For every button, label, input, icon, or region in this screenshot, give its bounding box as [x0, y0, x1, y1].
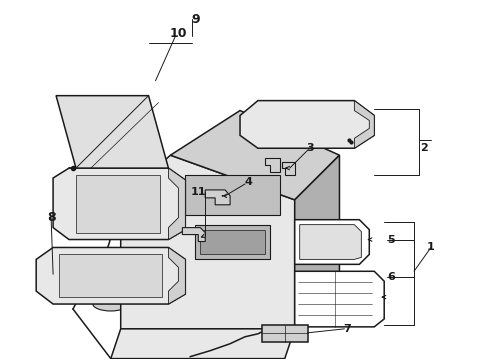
Polygon shape	[300, 225, 361, 260]
Text: 5: 5	[388, 234, 395, 244]
Polygon shape	[169, 247, 185, 304]
Polygon shape	[240, 100, 374, 148]
Polygon shape	[200, 230, 265, 255]
Polygon shape	[169, 168, 185, 239]
Text: 8: 8	[47, 211, 55, 224]
Polygon shape	[294, 271, 384, 327]
Text: 3: 3	[306, 143, 314, 153]
Text: 1: 1	[427, 243, 435, 252]
Polygon shape	[76, 175, 161, 233]
Polygon shape	[262, 325, 308, 342]
Polygon shape	[59, 255, 163, 297]
Text: 4: 4	[244, 177, 252, 187]
Circle shape	[180, 352, 190, 360]
Text: 9: 9	[191, 13, 199, 26]
Polygon shape	[294, 155, 340, 329]
Text: 7: 7	[343, 324, 351, 334]
Ellipse shape	[93, 297, 129, 311]
Polygon shape	[185, 175, 280, 215]
Polygon shape	[53, 168, 185, 239]
Text: 2: 2	[420, 143, 428, 153]
Polygon shape	[294, 220, 369, 264]
Polygon shape	[196, 225, 270, 260]
Text: 11: 11	[191, 187, 206, 197]
Polygon shape	[111, 329, 294, 359]
Polygon shape	[121, 155, 294, 329]
Polygon shape	[205, 190, 230, 205]
Text: 10: 10	[170, 27, 187, 40]
Polygon shape	[56, 96, 169, 168]
Text: 6: 6	[387, 272, 395, 282]
Polygon shape	[36, 247, 185, 304]
Polygon shape	[354, 100, 374, 148]
Polygon shape	[265, 158, 280, 172]
Polygon shape	[282, 162, 294, 175]
Polygon shape	[182, 228, 205, 242]
Polygon shape	[171, 111, 340, 200]
